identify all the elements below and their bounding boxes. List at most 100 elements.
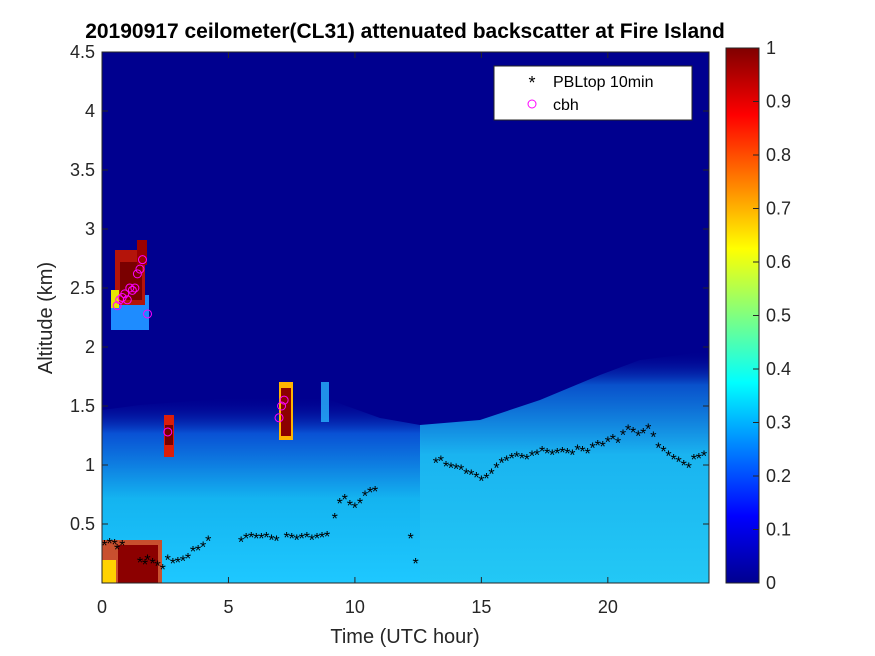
pbltop-point: * — [268, 532, 274, 549]
pbltop-point: * — [458, 463, 464, 480]
colorbar-tick-label: 0.8 — [766, 145, 791, 165]
cbh-point — [120, 289, 130, 299]
pbltop-point: * — [160, 562, 166, 579]
pbltop-point: * — [253, 531, 259, 548]
boundary-layer-band-left — [102, 396, 430, 583]
pbltop-point: * — [655, 440, 661, 457]
pbltop-point: * — [686, 460, 692, 477]
pbltop-point: * — [362, 489, 368, 506]
colorbar-tick-label: 0.5 — [766, 306, 791, 326]
pbltop-point: * — [407, 531, 413, 548]
pbltop-point: * — [347, 498, 353, 515]
cbh-point — [277, 401, 287, 411]
x-tick-label: 0 — [97, 597, 107, 617]
pbltop-point: * — [438, 453, 444, 470]
pbltop-point: * — [337, 496, 343, 513]
pbltop-point: * — [453, 462, 459, 479]
x-tick-label: 10 — [345, 597, 365, 617]
pbltop-point: * — [205, 534, 211, 551]
cbh-point — [122, 295, 132, 305]
cbh-point — [125, 283, 135, 293]
y-tick-label: 1.5 — [70, 396, 95, 416]
colorbar-tick-label: 0.6 — [766, 252, 791, 272]
pbltop-point: * — [691, 452, 697, 469]
y-tick-label: 4 — [85, 101, 95, 121]
pbltop-point: * — [605, 434, 611, 451]
pbltop-series: ******************** ******** ************… — [102, 421, 707, 579]
pbltop-point: * — [170, 556, 176, 573]
y-axis-ticks: 0.5 1 1.5 2 2.5 3 3.5 4 4.5 — [70, 42, 709, 534]
pbltop-point: * — [493, 460, 499, 477]
y-tick-label: 2.5 — [70, 278, 95, 298]
pbltop-point: * — [112, 537, 118, 554]
cbh-point — [130, 283, 140, 293]
colorbar-tick-label: 0.3 — [766, 413, 791, 433]
pbltop-point: * — [137, 555, 143, 572]
legend-marker-pbltop-icon: * — [528, 73, 535, 93]
y-tick-label: 3.5 — [70, 160, 95, 180]
pbltop-point: * — [299, 531, 305, 548]
pbltop-point: * — [332, 511, 338, 528]
pbltop-point: * — [574, 443, 580, 460]
cbh-point — [143, 309, 153, 319]
pbltop-point: * — [185, 551, 191, 568]
legend-box — [493, 65, 693, 121]
pbltop-point: * — [195, 543, 201, 560]
legend: * PBLtop 10min cbh — [493, 65, 693, 121]
colorbar-tick-label: 0.7 — [766, 199, 791, 219]
pbltop-point: * — [433, 456, 439, 473]
pbltop-point: * — [243, 531, 249, 548]
x-tick-label: 20 — [598, 597, 618, 617]
y-tick-label: 0.5 — [70, 514, 95, 534]
pbltop-point: * — [273, 534, 279, 551]
pbltop-point: * — [534, 447, 540, 464]
pbltop-point: * — [701, 449, 707, 466]
pbltop-point: * — [180, 554, 186, 571]
colorbar-tick-label: 0 — [766, 573, 776, 593]
pbltop-point: * — [258, 531, 264, 548]
legend-marker-cbh-icon — [527, 99, 537, 109]
pbltop-point: * — [554, 446, 560, 463]
legend-label-pbltop: PBLtop 10min — [553, 74, 654, 91]
pbltop-point: * — [650, 430, 656, 447]
pbltop-point: * — [155, 558, 161, 575]
pbltop-point: * — [539, 444, 545, 461]
pbltop-point: * — [635, 429, 641, 446]
pbltop-point: * — [468, 467, 474, 484]
cbh-series — [112, 255, 289, 437]
pbltop-point: * — [367, 485, 373, 502]
pbltop-point: * — [544, 446, 550, 463]
y-tick-label: 2 — [85, 337, 95, 357]
pbltop-point: * — [549, 447, 555, 464]
pbltop-point: * — [443, 459, 449, 476]
pbltop-point: * — [670, 452, 676, 469]
pbltop-point: * — [509, 451, 515, 468]
cbh-point — [127, 285, 137, 295]
pbltop-point: * — [412, 556, 418, 573]
pbltop-point: * — [190, 544, 196, 561]
pbltop-point: * — [590, 440, 596, 457]
cloud-patch-early — [111, 240, 149, 330]
boundary-layer-band-right — [420, 350, 709, 583]
colorbar-tick-label: 0.1 — [766, 520, 791, 540]
pbltop-point: * — [681, 458, 687, 475]
pbltop-point: * — [696, 451, 702, 468]
pbltop-point: * — [600, 439, 606, 456]
pbltop-point: * — [342, 492, 348, 509]
pbltop-point: * — [175, 555, 181, 572]
pbltop-point: * — [579, 444, 585, 461]
colorbar-tick-label: 1 — [766, 38, 776, 58]
y-tick-label: 1 — [85, 455, 95, 475]
pbltop-point: * — [200, 539, 206, 556]
pbltop-point: * — [448, 460, 454, 477]
colorbar: 0 0.1 0.2 0.3 0.4 0.5 0.6 0.7 0.8 0.9 1 — [725, 38, 791, 593]
pbltop-point: * — [676, 454, 682, 471]
colorbar-tick-label: 0.4 — [766, 359, 791, 379]
pbltop-point: * — [498, 456, 504, 473]
colorbar-tick-label: 0.9 — [766, 92, 791, 112]
x-axis-label: Time (UTC hour) — [330, 626, 479, 648]
pbltop-point: * — [559, 445, 565, 462]
y-tick-label: 3 — [85, 219, 95, 239]
pbltop-point: * — [645, 421, 651, 438]
